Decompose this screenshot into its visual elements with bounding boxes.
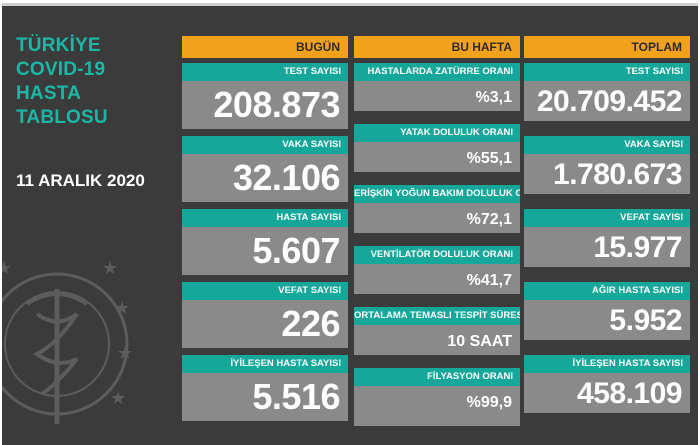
covid-table-panel: TÜRKİYE COVID-19 HASTA TABLOSU 11 ARALIK… (2, 3, 698, 445)
table-title: TÜRKİYE COVID-19 HASTA TABLOSU (16, 34, 176, 130)
stat-value: 10 SAAT (354, 325, 520, 355)
stat-label: AĞIR HASTA SAYISI (524, 282, 690, 300)
stat-label: İYİLEŞEN HASTA SAYISI (524, 355, 690, 373)
svg-text:★: ★ (2, 258, 12, 278)
stat-cell: İYİLEŞEN HASTA SAYISI 458.109 (524, 355, 690, 413)
stat-value: %41,7 (354, 264, 520, 294)
stat-label: ORTALAMA TEMASLI TESPİT SÜRESİ (354, 307, 520, 325)
stat-cell: YATAK DOLULUK ORANI %55,1 (354, 124, 520, 172)
stat-label: VAKA SAYISI (182, 136, 348, 154)
stat-value: 226 (182, 300, 348, 348)
stat-label: ERİŞKİN YOĞUN BAKIM DOLULUK ORANI (354, 185, 520, 203)
stat-cell: AĞIR HASTA SAYISI 5.952 (524, 282, 690, 340)
column-header: TOPLAM (524, 36, 690, 58)
stat-label: VEFAT SAYISI (524, 209, 690, 227)
stat-value: %55,1 (354, 142, 520, 172)
svg-text:★: ★ (114, 298, 130, 318)
stat-cell: VEFAT SAYISI 226 (182, 282, 348, 348)
stat-cell: TEST SAYISI 208.873 (182, 63, 348, 129)
ministry-emblem-icon: ★ ★ ★ ★ ★ (2, 258, 132, 424)
stat-label: HASTA SAYISI (182, 209, 348, 227)
stat-cell: VEFAT SAYISI 15.977 (524, 209, 690, 267)
stat-cell: TEST SAYISI 20.709.452 (524, 63, 690, 121)
stat-value: 15.977 (524, 227, 690, 267)
stat-label: FİLYASYON ORANI (354, 368, 520, 386)
stat-label: İYİLEŞEN HASTA SAYISI (182, 355, 348, 373)
title-line: TABLOSU (16, 107, 108, 128)
stat-cell: VENTİLATÖR DOLULUK ORANI %41,7 (354, 246, 520, 294)
stat-label: YATAK DOLULUK ORANI (354, 124, 520, 142)
stat-label: HASTALARDA ZATÜRRE ORANI (354, 63, 520, 81)
stat-value: %99,9 (354, 386, 520, 426)
svg-text:★: ★ (110, 388, 126, 408)
stat-value: 32.106 (182, 154, 348, 202)
column-bu-hafta: BU HAFTA HASTALARDA ZATÜRRE ORANI %3,1 Y… (354, 36, 520, 441)
stat-label: TEST SAYISI (524, 63, 690, 81)
stat-label: TEST SAYISI (182, 63, 348, 81)
stat-value: 1.780.673 (524, 154, 690, 194)
stat-label: VAKA SAYISI (524, 136, 690, 154)
title-line: TÜRKİYE (16, 35, 101, 56)
stat-cell: VAKA SAYISI 1.780.673 (524, 136, 690, 194)
svg-text:★: ★ (117, 343, 132, 363)
stat-cell: VAKA SAYISI 32.106 (182, 136, 348, 202)
stat-value: 5.516 (182, 373, 348, 421)
stat-cell: FİLYASYON ORANI %99,9 (354, 368, 520, 426)
stat-cell: HASTALARDA ZATÜRRE ORANI %3,1 (354, 63, 520, 111)
column-header: BU HAFTA (354, 36, 520, 58)
stat-cell: HASTA SAYISI 5.607 (182, 209, 348, 275)
stat-label: VEFAT SAYISI (182, 282, 348, 300)
title-line: HASTA (16, 83, 82, 104)
column-bugun: BUGÜN TEST SAYISI 208.873 VAKA SAYISI 32… (182, 36, 348, 441)
stat-value: %72,1 (354, 203, 520, 233)
stat-value: 20.709.452 (524, 81, 690, 121)
stat-cell: ERİŞKİN YOĞUN BAKIM DOLULUK ORANI %72,1 (354, 185, 520, 233)
stat-value: 5.607 (182, 227, 348, 275)
stat-value: 208.873 (182, 81, 348, 129)
stat-value: 458.109 (524, 373, 690, 413)
stat-cell: İYİLEŞEN HASTA SAYISI 5.516 (182, 355, 348, 421)
stat-cell: ORTALAMA TEMASLI TESPİT SÜRESİ 10 SAAT (354, 307, 520, 355)
stat-label: VENTİLATÖR DOLULUK ORANI (354, 246, 520, 264)
stat-value: %3,1 (354, 81, 520, 111)
report-date: 11 ARALIK 2020 (16, 171, 145, 190)
stat-value: 5.952 (524, 300, 690, 340)
title-line: COVID-19 (16, 59, 106, 80)
column-header: BUGÜN (182, 36, 348, 58)
column-toplam: TOPLAM TEST SAYISI 20.709.452 VAKA SAYIS… (524, 36, 690, 441)
svg-text:★: ★ (102, 258, 118, 278)
